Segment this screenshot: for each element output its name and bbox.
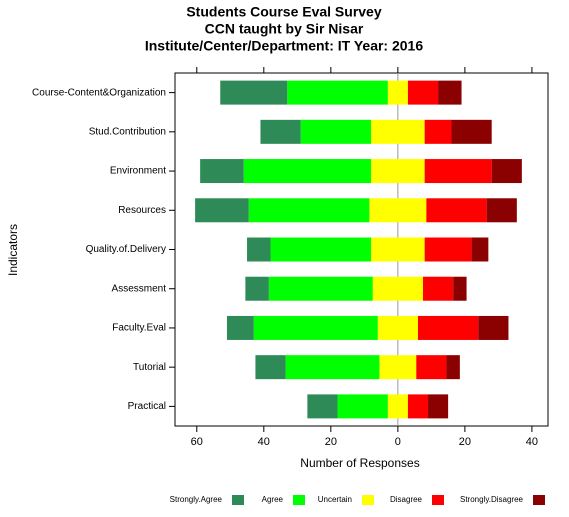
y-tick-label: Course-Content&Organization	[32, 87, 166, 98]
bar-segment	[200, 159, 244, 184]
bar-segment	[422, 276, 454, 301]
bar-segment	[307, 394, 338, 419]
bar-segment	[247, 237, 271, 262]
bar-segment	[424, 237, 472, 262]
bar-segment	[478, 315, 509, 340]
bar-segment	[453, 276, 467, 301]
x-tick-label: 60	[191, 436, 203, 448]
legend-swatch	[432, 495, 444, 505]
bar-segment	[486, 198, 517, 223]
y-tick-label: Assessment	[112, 283, 167, 294]
x-tick-label: 40	[258, 436, 270, 448]
legend-swatch	[362, 495, 374, 505]
x-tick-label: 20	[325, 436, 337, 448]
bar-segment	[416, 355, 447, 380]
legend-swatch	[293, 495, 305, 505]
bar-segment	[451, 119, 492, 144]
bar-segment	[491, 159, 522, 184]
chart-subtitle: Institute/Center/Department: IT Year: 20…	[145, 38, 423, 54]
bar-segment	[245, 276, 269, 301]
bar-segment	[369, 198, 427, 223]
bar-segment	[407, 80, 439, 105]
bar-segment	[270, 237, 372, 262]
x-tick-label: 0	[395, 436, 401, 448]
legend-label: Strongly.Agree	[170, 495, 223, 504]
bar-segment	[248, 198, 370, 223]
bar-segment	[424, 119, 452, 144]
y-tick-label: Faculty.Eval	[112, 323, 166, 334]
bar-segment	[285, 355, 380, 380]
bar-segment	[300, 119, 372, 144]
legend-label: Agree	[262, 495, 284, 504]
bar-segment	[424, 159, 492, 184]
y-tick-label: Environment	[110, 166, 166, 177]
bar-segment	[428, 394, 449, 419]
x-tick-label: 20	[459, 436, 471, 448]
y-tick-label: Resources	[118, 205, 166, 216]
y-tick-label: Practical	[128, 401, 166, 412]
y-axis-title: Indicators	[6, 224, 20, 276]
y-tick-label: Quality.of.Delivery	[86, 244, 166, 255]
x-axis-title: Number of Responses	[300, 456, 419, 470]
bar-segment	[371, 237, 425, 262]
bar-segment	[195, 198, 249, 223]
bar-segment	[260, 119, 301, 144]
bar-segment	[426, 198, 487, 223]
bar-segment	[220, 80, 288, 105]
y-tick-label: Stud.Contribution	[89, 126, 166, 137]
legend-label: Strongly.Disagree	[460, 495, 524, 504]
x-tick-label: 40	[526, 436, 538, 448]
bar-segment	[337, 394, 388, 419]
bar-segment	[379, 355, 417, 380]
bar-segment	[255, 355, 286, 380]
bar-segment	[438, 80, 462, 105]
bar-segment	[371, 159, 425, 184]
bar-segment	[387, 394, 408, 419]
bar-segment	[371, 119, 425, 144]
legend-label: Disagree	[390, 495, 423, 504]
bar-segment	[446, 355, 460, 380]
y-tick-label: Tutorial	[133, 362, 166, 373]
chart-subtitle: CCN taught by Sir Nisar	[205, 21, 364, 37]
bar-segment	[372, 276, 423, 301]
bar-segment	[243, 159, 372, 184]
bar-segment	[417, 315, 479, 340]
chart-title: Students Course Eval Survey	[186, 4, 382, 20]
legend-label: Uncertain	[318, 495, 352, 504]
legend-swatch	[232, 495, 244, 505]
bar-segment	[407, 394, 429, 419]
legend-swatch	[533, 495, 545, 505]
bar-segment	[268, 276, 373, 301]
bar-segment	[253, 315, 378, 340]
bar-segment	[471, 237, 489, 262]
bar-segment	[226, 315, 254, 340]
bar-segment	[387, 80, 408, 105]
bar-segment	[287, 80, 388, 105]
bar-segment	[377, 315, 418, 340]
